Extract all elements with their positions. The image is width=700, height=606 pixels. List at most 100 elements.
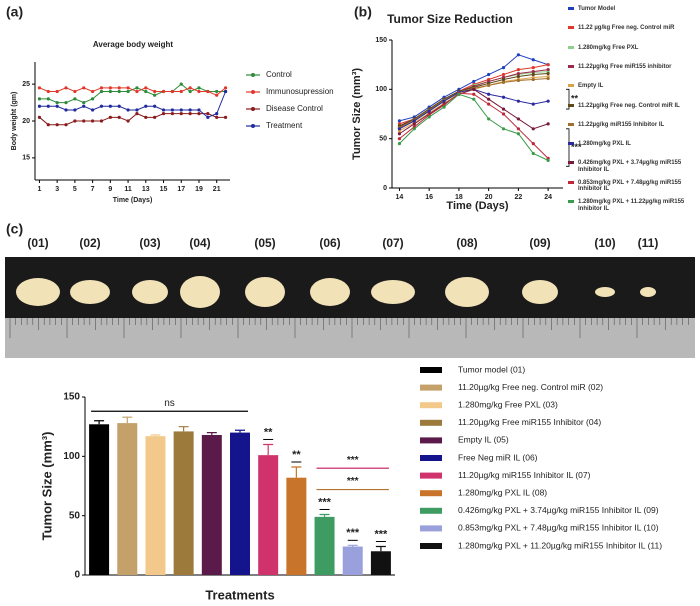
data-point xyxy=(179,89,183,94)
data-point xyxy=(531,58,535,62)
data-point xyxy=(153,115,157,119)
data-point xyxy=(442,99,446,103)
data-point xyxy=(397,137,402,141)
bar xyxy=(117,423,138,575)
data-point xyxy=(108,86,112,90)
tumor xyxy=(371,280,415,304)
legend-swatch xyxy=(420,419,442,426)
data-point xyxy=(55,123,59,127)
annotation: *** xyxy=(347,455,359,466)
value-annotation: ** xyxy=(292,449,301,461)
data-point xyxy=(516,68,520,72)
panel-label: (a) xyxy=(6,4,23,20)
y-tick-label: 150 xyxy=(63,392,80,403)
bar xyxy=(258,455,279,575)
data-point xyxy=(501,66,506,70)
x-tick-label: 15 xyxy=(160,186,168,193)
data-point xyxy=(108,115,112,119)
legend-marker xyxy=(251,73,255,77)
tumor xyxy=(180,276,220,308)
x-tick-label: 7 xyxy=(91,186,95,193)
data-point xyxy=(412,119,416,123)
photo-label: (04) xyxy=(189,236,210,250)
data-point xyxy=(64,100,68,105)
x-axis-label: Time (Days) xyxy=(446,200,508,212)
legend-entry: 11.22 µg/kg Free neg. Control miR xyxy=(568,25,686,32)
legend-swatch xyxy=(420,490,442,497)
data-point xyxy=(501,72,506,77)
data-point xyxy=(188,112,192,116)
legend-entry: 11.22µg/kg Free neg. Control miR IL xyxy=(568,103,686,110)
data-point xyxy=(501,107,506,111)
data-point xyxy=(188,86,192,90)
data-point xyxy=(206,112,210,116)
data-point xyxy=(501,95,506,99)
legend-label: Treatment xyxy=(266,121,303,130)
legend-entry: 1.280mg/kg PXL IL xyxy=(568,141,686,148)
legend-label: 1.280mg/kg PXL IL (08) xyxy=(458,487,547,497)
data-point xyxy=(546,68,550,72)
legend-label: 11.20µg/kg miR155 Inhibitor IL (07) xyxy=(458,470,591,480)
legend-label: Empty IL xyxy=(578,83,604,90)
legend-marker xyxy=(568,180,574,184)
y-tick-label: 25 xyxy=(22,81,30,88)
legend-swatch xyxy=(420,402,442,409)
photo-label: (06) xyxy=(319,236,340,250)
legend-entry: Empty IL xyxy=(568,83,686,90)
data-point xyxy=(37,115,42,119)
legend-label: Empty IL (05) xyxy=(458,435,509,445)
data-point xyxy=(501,127,506,131)
tumor xyxy=(640,287,656,297)
y-tick-label: 50 xyxy=(69,510,81,521)
data-point xyxy=(126,119,130,123)
legend-label: 0.853mg/kg PXL + 7.48µg/kg miR155 Inhibi… xyxy=(458,523,659,533)
data-point xyxy=(161,108,166,112)
legend-label: 11.20µg/kg Free miR155 Inhibitor (04) xyxy=(458,417,601,427)
panel-label: (c) xyxy=(6,221,23,237)
x-tick-label: 3 xyxy=(55,186,59,193)
legend-swatch xyxy=(420,472,442,479)
data-point xyxy=(99,86,104,90)
data-point xyxy=(179,82,183,86)
legend-label: Control xyxy=(266,70,292,79)
legend-label: 1.280mg/kg Free PXL xyxy=(578,44,639,51)
x-tick-label: 13 xyxy=(142,186,150,193)
photo-label: (11) xyxy=(638,236,659,250)
bar xyxy=(370,551,391,575)
chart-title: Tumor Size Reduction xyxy=(387,12,513,26)
x-tick-label: 9 xyxy=(108,186,112,193)
data-point xyxy=(531,72,535,77)
data-point xyxy=(117,104,121,108)
legend-label: 1.280mg/kg PXL IL xyxy=(578,141,631,148)
data-point xyxy=(223,115,228,119)
x-tick-label: 19 xyxy=(195,186,203,193)
data-point xyxy=(117,86,121,90)
data-point xyxy=(170,112,174,116)
data-point xyxy=(531,77,535,82)
legend-entry: 11.22µg/kg miR155 Inhibitor IL xyxy=(568,122,686,129)
legend-entry: 1.280mg/kg Free PXL xyxy=(568,45,686,52)
legend-marker xyxy=(568,200,574,203)
legend-label: 0.426mg/kg PXL + 3.74µg/kg miR155 Inhibi… xyxy=(578,160,682,173)
data-point xyxy=(546,63,550,67)
data-point xyxy=(516,53,520,57)
data-point xyxy=(73,119,77,123)
bar xyxy=(201,434,222,575)
data-point xyxy=(64,108,68,112)
data-point xyxy=(487,72,491,77)
legend-entry: Tumor Model xyxy=(568,6,686,13)
y-tick-label: 150 xyxy=(375,37,387,44)
data-point xyxy=(516,117,520,121)
legend-marker xyxy=(568,45,574,49)
data-point xyxy=(179,112,183,116)
data-point xyxy=(55,100,59,105)
data-point xyxy=(546,99,550,103)
y-tick-label: 50 xyxy=(379,136,387,143)
data-point xyxy=(55,89,59,94)
x-tick-label: 17 xyxy=(177,186,185,193)
photo-label: (07) xyxy=(382,236,403,250)
data-point xyxy=(135,108,139,112)
data-point xyxy=(170,108,174,112)
